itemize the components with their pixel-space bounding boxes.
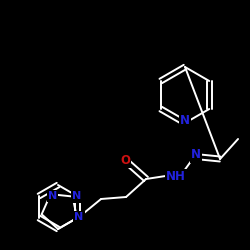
- Text: N: N: [72, 192, 81, 202]
- Text: NH: NH: [166, 170, 186, 183]
- Text: N: N: [180, 114, 190, 126]
- Text: O: O: [120, 154, 130, 166]
- Text: N: N: [191, 148, 201, 162]
- Text: N: N: [74, 212, 84, 222]
- Text: N: N: [48, 191, 57, 201]
